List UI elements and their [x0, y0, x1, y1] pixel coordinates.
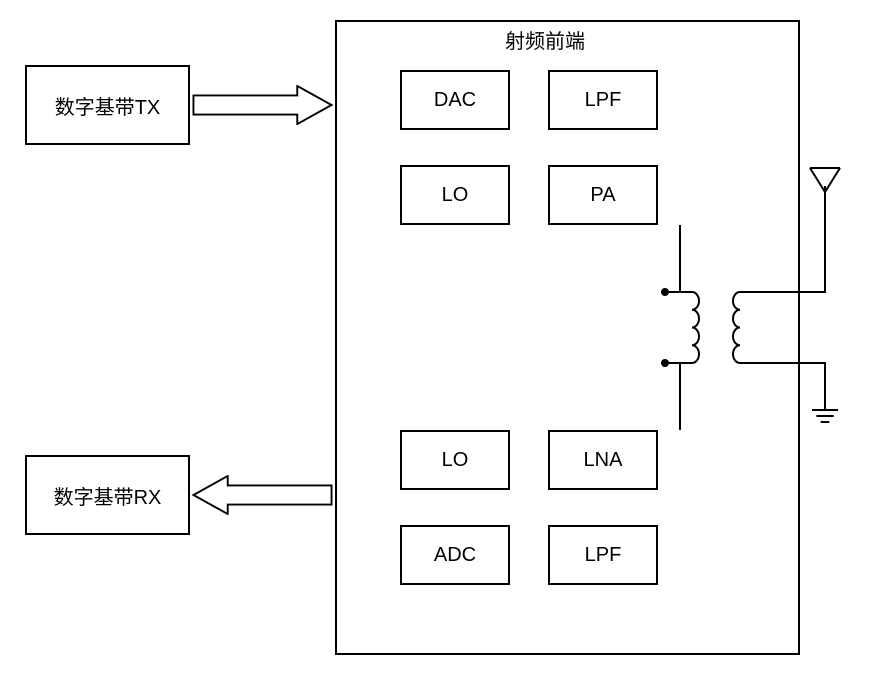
rx-baseband-block: 数字基带RX — [25, 455, 190, 535]
dac-label: DAC — [434, 89, 476, 112]
rf-frontend-title: 射频前端 — [505, 25, 585, 54]
lpf-tx-label: LPF — [585, 89, 622, 112]
dac-block: DAC — [400, 70, 510, 130]
adc-block: ADC — [400, 525, 510, 585]
lpf-tx-block: LPF — [548, 70, 658, 130]
tx-baseband-label: 数字基带TX — [55, 91, 161, 120]
tx-baseband-block: 数字基带TX — [25, 65, 190, 145]
lpf-rx-label: LPF — [585, 544, 622, 567]
lo-tx-label: LO — [442, 184, 469, 207]
lpf-rx-block: LPF — [548, 525, 658, 585]
lo-tx-block: LO — [400, 165, 510, 225]
diagram-root: 射频前端 数字基带TX 数字基带RX DAC LPF LO PA LO LNA … — [0, 0, 878, 675]
lo-rx-block: LO — [400, 430, 510, 490]
pa-block: PA — [548, 165, 658, 225]
lna-block: LNA — [548, 430, 658, 490]
lna-label: LNA — [584, 449, 623, 472]
pa-label: PA — [590, 184, 615, 207]
rx-arrow — [190, 475, 335, 515]
tx-arrow — [190, 85, 335, 125]
rx-baseband-label: 数字基带RX — [54, 481, 162, 510]
lo-rx-label: LO — [442, 449, 469, 472]
adc-label: ADC — [434, 544, 476, 567]
